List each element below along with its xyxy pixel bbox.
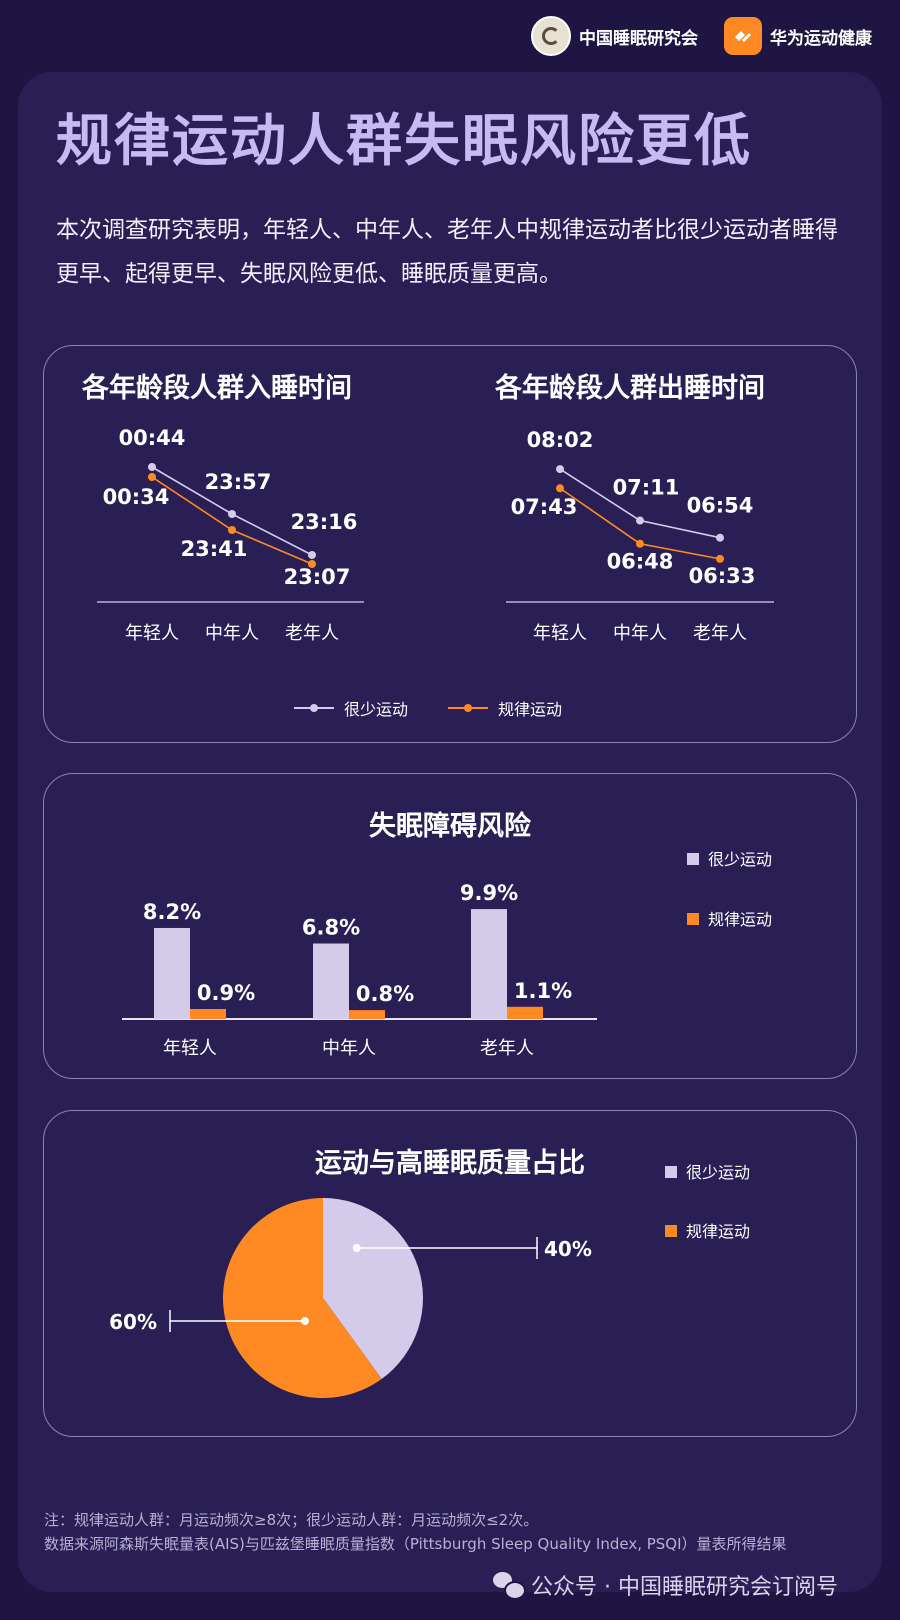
waketime-point — [556, 484, 564, 493]
bedtime-data-label: 00:44 — [119, 426, 186, 450]
header-logos: 中国睡眠研究会 华为运动健康 — [531, 14, 872, 58]
pie-chart-title: 运动与高睡眠质量占比 — [315, 1148, 585, 1179]
bedtime-data-label: 23:16 — [291, 510, 358, 534]
bedtime-data-label: 00:34 — [103, 485, 170, 509]
bedtime-tick-label: 中年人 — [205, 623, 259, 644]
bar-data-label: 0.8% — [356, 982, 414, 1006]
legend-item-regular: 规律运动 — [448, 696, 562, 720]
pie-legend-rare-swatch — [665, 1166, 677, 1178]
bar-legend-regular-label: 规律运动 — [708, 910, 772, 929]
waketime-chart-title: 各年龄段人群出睡时间 — [495, 373, 765, 404]
page-title: 规律运动人群失眠风险更低 — [56, 109, 752, 174]
bar-data-label: 0.9% — [197, 981, 255, 1005]
huawei-health-brand: 华为运动健康 — [724, 17, 872, 55]
content-card — [18, 72, 882, 1592]
wechat-icon — [493, 1572, 526, 1600]
waketime-tick-label: 老年人 — [693, 623, 747, 644]
bar-regular — [349, 1010, 385, 1019]
bar-data-label: 9.9% — [460, 881, 518, 905]
huawei-health-logo-icon — [724, 17, 762, 55]
waketime-data-label: 08:02 — [527, 428, 594, 452]
waketime-point — [556, 465, 564, 474]
legend-rare-marker — [294, 704, 334, 712]
bar-rare — [471, 909, 507, 1019]
bedtime-chart-title: 各年龄段人群入睡时间 — [82, 373, 352, 404]
bar-rare — [313, 943, 349, 1019]
bar-chart: 8.2% 0.9% 年轻人 6.8% 0.8% 中年人 9.9% 1.1% 老年人 很少运动规律运… — [122, 850, 772, 1059]
waketime-data-label: 07:11 — [613, 476, 680, 500]
waketime-point — [716, 533, 724, 542]
bedtime-point — [228, 510, 236, 518]
bedtime-tick-label: 老年人 — [285, 623, 339, 644]
wechat-watermark: 公众号 · 中国睡眠研究会订阅号 — [493, 1569, 838, 1601]
cssr-name: 中国睡眠研究会 — [579, 28, 698, 49]
waketime-data-label: 06:33 — [689, 564, 756, 588]
pie-legend-regular-swatch — [665, 1225, 677, 1237]
waketime-tick-label: 年轻人 — [533, 623, 587, 644]
huawei-health-name: 华为运动健康 — [770, 28, 872, 49]
sleep-quality-panel: 运动与高睡眠质量占比 40% 60% 很少运动规律运动 — [43, 1110, 857, 1437]
bedtime-data-label: 23:57 — [205, 470, 272, 494]
waketime-point — [636, 516, 644, 525]
waketime-point — [636, 539, 644, 548]
insomnia-risk-panel: 失眠障碍风险 8.2% 0.9% 年轻人 6.8% 0.8% 中年人 9.9% 1.1% 老年人… — [43, 773, 857, 1079]
bedtime-point — [228, 526, 236, 534]
bar-tick-label: 老年人 — [480, 1038, 534, 1059]
waketime-tick-label: 中年人 — [613, 623, 667, 644]
legend-regular-marker — [448, 704, 489, 712]
bedtime-data-label: 23:07 — [284, 565, 351, 589]
pie-legend-regular-label: 规律运动 — [686, 1222, 750, 1241]
bar-data-label: 8.2% — [143, 900, 201, 924]
pie-legend-rare-label: 很少运动 — [686, 1163, 750, 1182]
bar-legend-regular-swatch — [687, 913, 699, 925]
cssr-logo-icon — [531, 16, 571, 56]
bedtime-point — [308, 551, 316, 559]
bedtime-point — [308, 560, 316, 568]
bar-chart-title: 失眠障碍风险 — [369, 811, 531, 842]
waketime-data-label: 07:43 — [511, 495, 578, 519]
bar-data-label: 1.1% — [514, 979, 572, 1003]
waketime-data-label: 06:48 — [607, 550, 674, 574]
bedtime-point — [148, 473, 156, 481]
footnote: 注：规律运动人群：月运动频次≥8次；很少运动人群：月运动频次≤2次。 数据来源阿… — [44, 1508, 864, 1556]
line-charts: 年轻人 中年人 老年人 00:44 23:57 23:16 00:34 23:41 23:07 年… — [97, 426, 774, 644]
bar-regular — [507, 1006, 543, 1019]
cssr-brand: 中国睡眠研究会 — [531, 16, 698, 56]
bar-regular — [190, 1009, 226, 1019]
bedtime-data-label: 23:41 — [181, 537, 248, 561]
waketime-data-label: 06:54 — [687, 494, 754, 518]
waketime-point — [716, 554, 724, 563]
bar-tick-label: 年轻人 — [163, 1038, 217, 1059]
bar-legend-rare-label: 很少运动 — [708, 850, 772, 869]
bar-rare — [154, 927, 190, 1019]
bar-data-label: 6.8% — [302, 916, 360, 940]
bedtime-point — [148, 463, 156, 471]
legend-item-rare: 很少运动 — [294, 696, 408, 720]
bar-legend-rare-swatch — [687, 853, 699, 865]
legend-regular-label: 规律运动 — [498, 700, 563, 719]
pie-slice-regular — [222, 1198, 382, 1398]
bedtime-tick-label: 年轻人 — [125, 623, 179, 644]
line-legend: 很少运动 规律运动 — [294, 696, 562, 720]
legend-rare-label: 很少运动 — [344, 700, 409, 719]
bar-tick-label: 中年人 — [322, 1038, 376, 1059]
footnote-definition: 注：规律运动人群：月运动频次≥8次；很少运动人群：月运动频次≤2次。 — [44, 1511, 539, 1529]
pie-data-label: 60% — [109, 1310, 157, 1334]
sleep-time-panel: 各年龄段人群入睡时间 各年龄段人群出睡时间 年轻人 中年人 老年人 00:44 23:5… — [43, 345, 857, 743]
watermark-text: 公众号 · 中国睡眠研究会订阅号 — [531, 1575, 838, 1600]
pie-slice-rare — [323, 1198, 423, 1379]
intro-text: 本次调查研究表明，年轻人、中年人、老年人中规律运动者比很少运动者睡得更早、起得更… — [56, 217, 838, 287]
footnote-source: 数据来源阿森斯失眠量表(AIS)与匹兹堡睡眠质量指数（Pittsburgh Sl… — [44, 1535, 787, 1553]
pie-data-label: 40% — [544, 1237, 592, 1261]
